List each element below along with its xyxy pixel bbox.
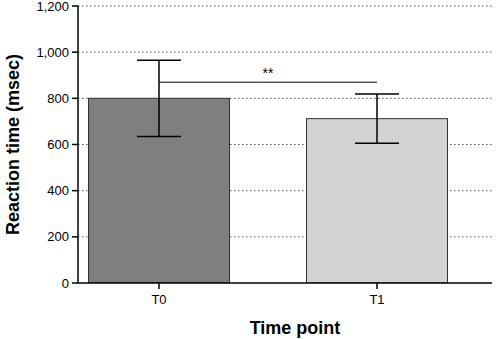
bar [307, 119, 448, 283]
x-tick-label: T0 [151, 292, 166, 307]
y-tick-label: 0 [62, 276, 69, 291]
y-tick-label: 1,000 [36, 45, 69, 60]
y-tick-label: 400 [47, 183, 69, 198]
chart: 0 200 400 600 800 1,000 1,200 T0 T1 ** Time point R… [0, 0, 500, 339]
x-axis-label: Time point [250, 318, 341, 338]
y-axis-label: Reaction time (msec) [3, 54, 23, 235]
error-stem [376, 94, 378, 143]
y-tick-label: 1,200 [36, 0, 69, 14]
y-tick-label: 200 [47, 229, 69, 244]
x-tick-label: T1 [369, 292, 384, 307]
x-axis [78, 282, 492, 284]
y-tick [72, 51, 78, 53]
y-tick [72, 236, 78, 238]
significance-line [159, 82, 377, 83]
y-tick [72, 5, 78, 7]
error-cap [355, 93, 399, 95]
grid-line [78, 6, 492, 7]
error-cap [137, 136, 181, 138]
grid-line [78, 52, 492, 53]
bars [89, 60, 448, 283]
y-tick [72, 144, 78, 146]
y-tick-label: 600 [47, 137, 69, 152]
x-tick [376, 283, 378, 289]
error-bar [137, 60, 181, 136]
y-tick [72, 282, 78, 284]
y-tick [72, 190, 78, 192]
y-tick [72, 98, 78, 100]
y-tick-label: 800 [47, 91, 69, 106]
y-axis [77, 6, 79, 283]
error-cap [355, 143, 399, 145]
x-tick [158, 283, 160, 289]
error-stem [158, 60, 160, 136]
error-bar [355, 94, 399, 143]
error-cap [137, 59, 181, 61]
significance-label: ** [263, 65, 274, 81]
